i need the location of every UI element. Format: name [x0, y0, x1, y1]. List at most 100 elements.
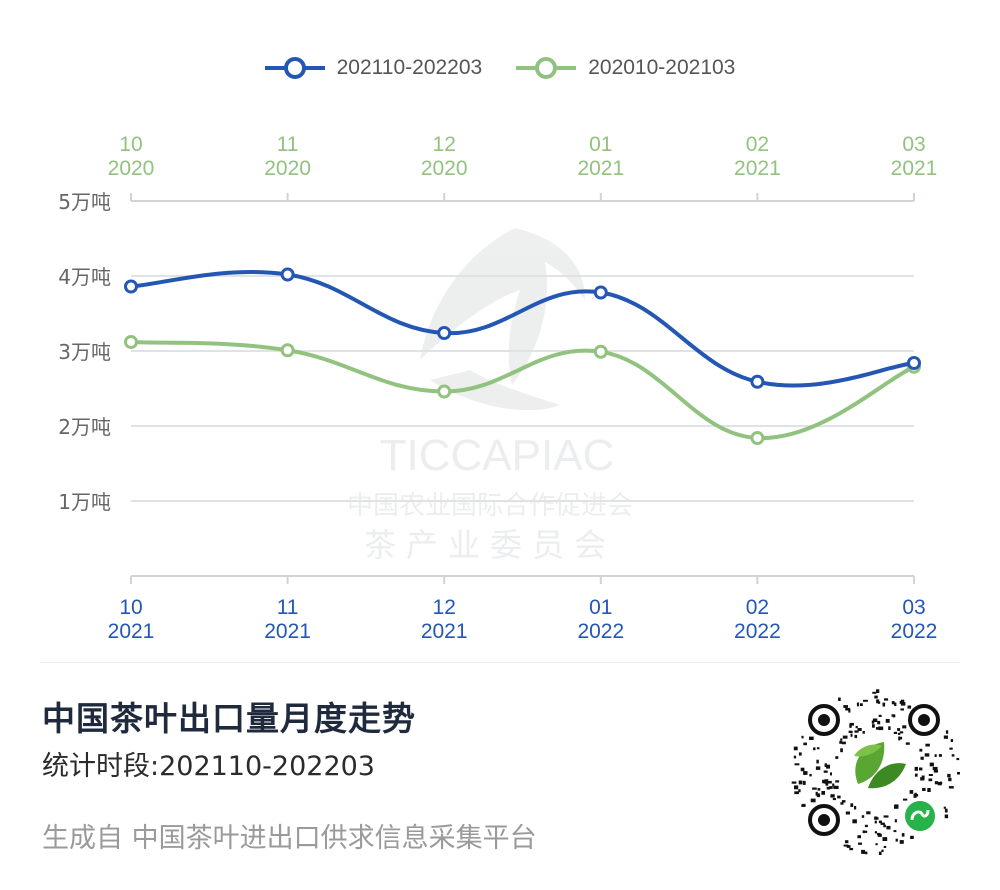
qr-dot [914, 773, 918, 777]
qr-dot [948, 777, 952, 782]
bottom-x-tick-year: 2021 [264, 620, 311, 643]
chart-title: 中国茶叶出口量月度走势 [42, 699, 416, 738]
data-point [124, 279, 138, 294]
qr-dot [933, 770, 938, 773]
qr-dot [945, 730, 949, 734]
qr-dot [877, 833, 882, 837]
mini-program-qr-code-icon[interactable] [788, 684, 960, 856]
qr-dot [856, 702, 860, 707]
qr-finder-top-left [808, 704, 840, 736]
qr-dot [845, 811, 850, 815]
y-tick-label: 3万吨 [58, 340, 111, 364]
top-x-tick-month: 12 [433, 133, 456, 156]
qr-dot [837, 795, 841, 799]
bottom-x-tick-month: 03 [902, 596, 925, 619]
top-x-tick-year: 2020 [264, 157, 311, 180]
data-point [280, 267, 295, 282]
qr-dot [883, 824, 886, 828]
qr-dot [895, 838, 898, 842]
qr-dot [849, 722, 854, 726]
qr-dot [882, 702, 886, 707]
qr-dot [944, 808, 948, 813]
qr-dot [922, 787, 926, 791]
qr-dot [880, 822, 885, 825]
qr-dot [854, 806, 857, 810]
qr-dot [872, 691, 877, 694]
legend-item-green[interactable]: 202010-202103 [516, 56, 735, 80]
qr-dot [932, 766, 938, 771]
bottom-x-tick-month: 02 [746, 596, 769, 619]
qr-dot [830, 794, 835, 798]
qr-dot [875, 727, 880, 730]
qr-dot [943, 806, 946, 809]
legend-label-blue: 202110-202203 [336, 56, 483, 79]
qr-dot [883, 845, 887, 848]
qr-dot [957, 772, 960, 775]
qr-dot [943, 735, 948, 739]
qr-dot [919, 767, 923, 771]
qr-dot [871, 720, 875, 724]
qr-dot [950, 739, 954, 742]
qr-dot [928, 778, 933, 782]
source-text: 生成自 中国茶叶进出口供求信息采集平台 [42, 823, 537, 854]
qr-dot [937, 781, 942, 786]
top-x-tick-year: 2021 [891, 157, 938, 180]
bottom-x-tick-month: 01 [589, 596, 612, 619]
qr-dot [812, 787, 817, 790]
top-x-tick-month: 02 [746, 133, 769, 156]
qr-dot [956, 758, 960, 761]
bottom-x-tick-year: 2022 [734, 620, 781, 643]
qr-dot [874, 695, 878, 699]
qr-dot [891, 701, 895, 705]
qr-dot [815, 766, 821, 770]
qr-dot [894, 702, 897, 706]
qr-dot [899, 840, 904, 844]
top-x-tick-month: 03 [902, 133, 925, 156]
qr-dot [898, 736, 901, 741]
watermark-line1: 中国农业国际合作促进会 [347, 491, 633, 521]
qr-dot [826, 786, 831, 790]
top-x-tick-month: 10 [119, 133, 142, 156]
qr-dot [866, 811, 871, 815]
legend: 202110-202203 202010-202103 [0, 50, 1000, 86]
qr-dot [842, 735, 848, 739]
qr-dot [854, 734, 858, 739]
bottom-x-tick-year: 2022 [577, 620, 624, 643]
qr-dot [893, 731, 898, 734]
qr-dot [938, 754, 942, 757]
qr-dot [864, 830, 868, 833]
qr-dot [874, 820, 877, 824]
bottom-x-tick-month: 12 [433, 596, 456, 619]
qr-dot [925, 743, 930, 747]
qr-dot [840, 802, 844, 805]
qr-dot [860, 703, 863, 706]
watermark-line2: 茶产业委员会 [364, 526, 616, 564]
qr-dot [893, 830, 897, 833]
qr-dot [928, 774, 933, 776]
qr-dot [861, 815, 865, 818]
qr-dot [832, 798, 836, 801]
qr-dot [914, 766, 918, 771]
qr-dot [901, 833, 905, 837]
top-x-tick-month: 01 [589, 133, 612, 156]
qr-dot [951, 754, 955, 757]
qr-dot [891, 714, 896, 717]
qr-dot [829, 786, 833, 789]
legend-blue-marker-icon [264, 57, 325, 79]
data-point [593, 285, 608, 300]
y-tick-label: 4万吨 [58, 265, 111, 289]
qr-dot [798, 752, 802, 756]
qr-dot [905, 742, 910, 745]
qr-dot [816, 793, 821, 798]
y-tick-label: 5万吨 [58, 190, 111, 214]
qr-dot [882, 837, 888, 841]
qr-dot [857, 835, 861, 839]
qr-dot [817, 788, 821, 791]
qr-dot [793, 755, 797, 759]
qr-dot [841, 800, 846, 803]
qr-dot [902, 798, 908, 801]
legend-item-blue[interactable]: 202110-202203 [264, 56, 483, 80]
qr-dot [929, 762, 934, 767]
y-tick-label: 2万吨 [58, 415, 111, 439]
qr-dot [862, 851, 866, 854]
